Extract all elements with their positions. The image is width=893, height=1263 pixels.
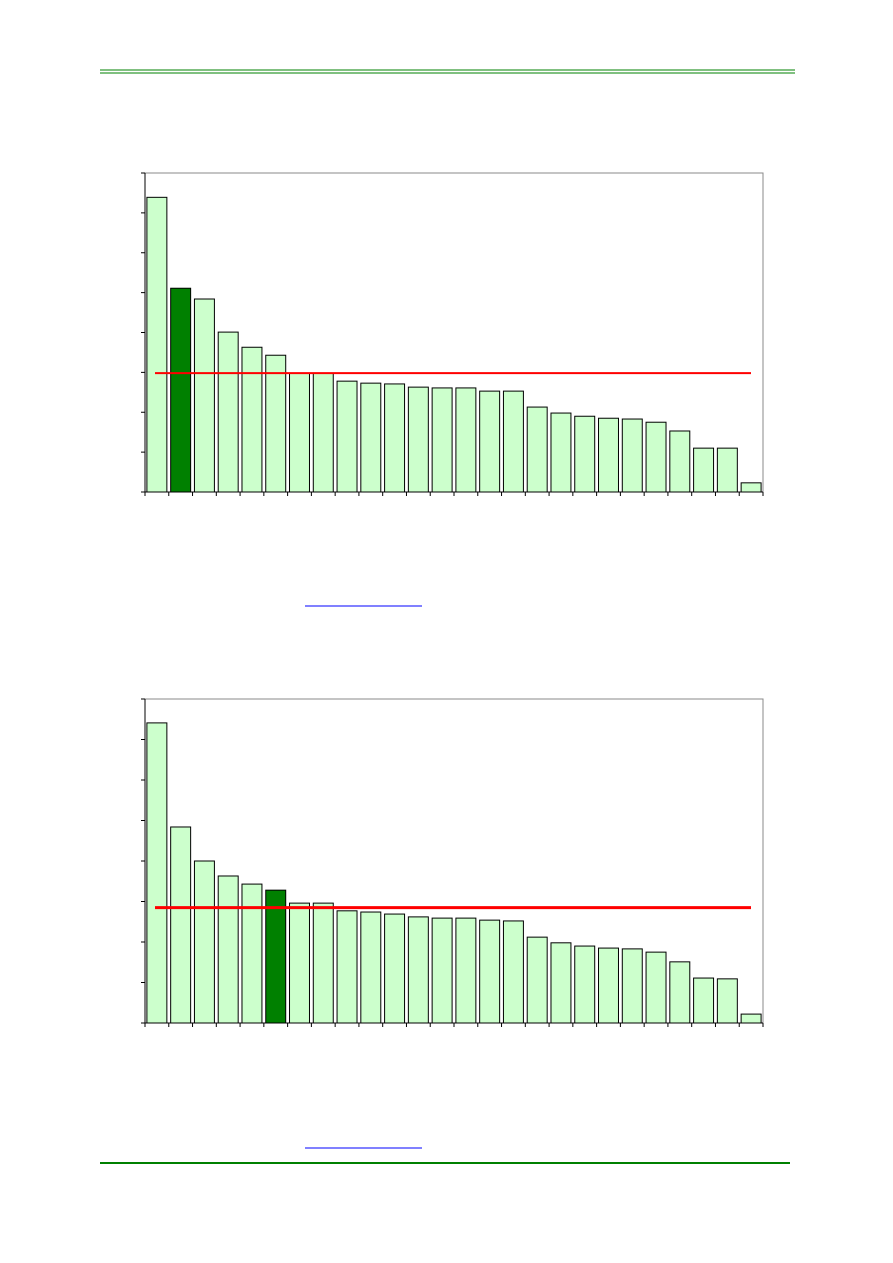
- bar: [241, 346, 263, 493]
- bar: [669, 430, 691, 493]
- bar: [716, 978, 738, 1024]
- bar: [455, 917, 477, 1024]
- bar: [170, 287, 192, 493]
- bar: [693, 977, 715, 1024]
- bar: [336, 380, 358, 493]
- bar: [526, 406, 548, 493]
- bar: [645, 421, 667, 493]
- bar: [574, 415, 596, 493]
- bar: [574, 945, 596, 1024]
- bar: [550, 942, 572, 1024]
- bar: [217, 331, 239, 493]
- bar: [502, 390, 524, 493]
- bar: [669, 961, 691, 1024]
- bar: [431, 917, 453, 1024]
- bar: [312, 372, 334, 493]
- bar: [479, 390, 501, 493]
- bar: [693, 447, 715, 493]
- bar: [598, 947, 619, 1024]
- bar: [146, 722, 168, 1024]
- bar: [645, 951, 667, 1024]
- bar: [312, 902, 334, 1024]
- bar: [621, 418, 643, 493]
- bar: [407, 916, 429, 1024]
- bar: [360, 382, 382, 493]
- bar: [170, 826, 192, 1024]
- bar: [431, 387, 453, 493]
- bar: [360, 911, 382, 1024]
- bar: [265, 354, 287, 493]
- bar: [384, 913, 406, 1024]
- bar: [716, 447, 738, 493]
- bar: [621, 948, 643, 1024]
- bar: [217, 875, 239, 1024]
- bar: [598, 417, 619, 493]
- bar: [193, 298, 215, 493]
- bar: [384, 383, 406, 493]
- bar: [526, 936, 548, 1024]
- bar: [193, 860, 215, 1024]
- bar: [740, 482, 762, 493]
- bar: [146, 196, 168, 493]
- bar: [550, 412, 572, 493]
- bar: [289, 902, 310, 1024]
- bar: [502, 920, 524, 1024]
- bar: [265, 889, 287, 1024]
- bar: [241, 883, 263, 1024]
- bar: [479, 919, 501, 1024]
- bar: [740, 1013, 762, 1024]
- bar: [289, 372, 310, 493]
- bar: [336, 910, 358, 1024]
- bar: [455, 387, 477, 493]
- bar: [407, 386, 429, 493]
